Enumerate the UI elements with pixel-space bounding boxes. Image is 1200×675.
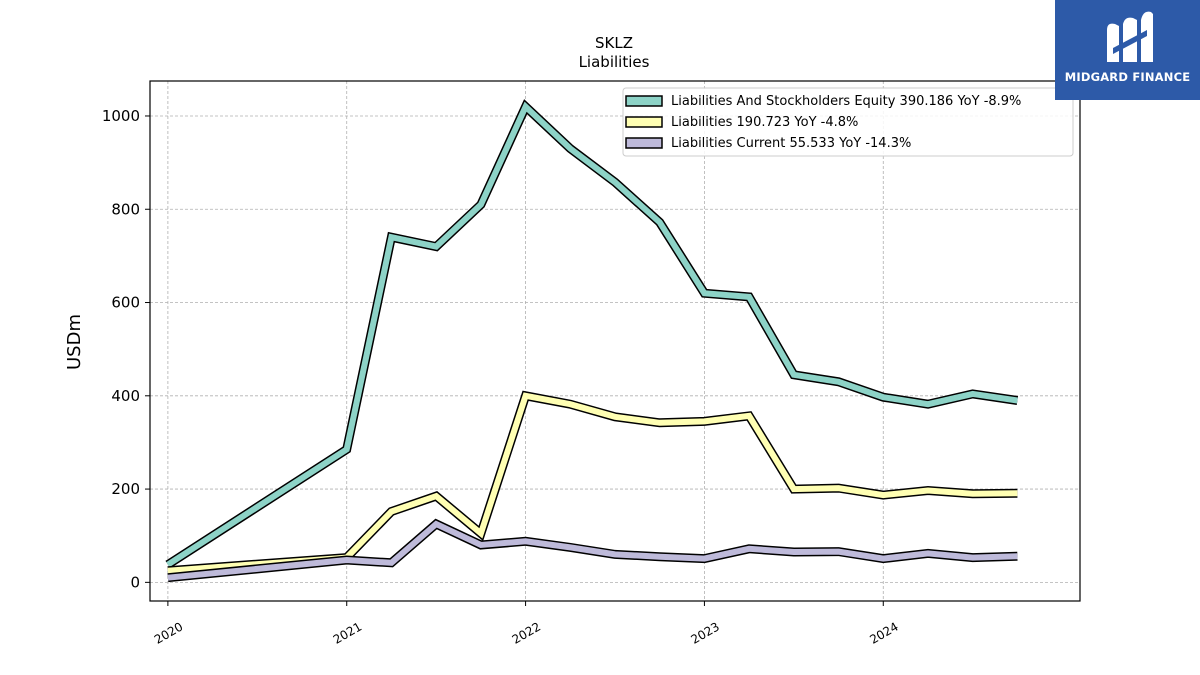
legend-label-2: Liabilities Current 55.533 YoY -14.3% bbox=[671, 136, 911, 151]
series-2-stroke bbox=[167, 520, 1018, 581]
legend-label-1: Liabilities 190.723 YoY -4.8% bbox=[671, 115, 858, 130]
x-tick-label: 2020 bbox=[152, 619, 185, 646]
chart-subtitle: Liabilities bbox=[579, 53, 650, 71]
y-axis-ticks: 0 200 400 600 800 1000 bbox=[102, 107, 150, 591]
y-tick-label: 0 bbox=[130, 573, 140, 591]
series-0-line bbox=[165, 99, 1019, 569]
chart-title: SKLZ bbox=[595, 34, 633, 52]
y-tick-label: 1000 bbox=[102, 107, 140, 125]
series-1-stroke bbox=[167, 392, 1018, 574]
x-tick-label: 2024 bbox=[867, 619, 900, 646]
series-2-line bbox=[167, 518, 1018, 583]
y-tick-label: 600 bbox=[111, 294, 140, 312]
series-lines bbox=[165, 99, 1019, 583]
legend-swatch-2 bbox=[625, 137, 663, 149]
legend: Liabilities And Stockholders Equity 390.… bbox=[622, 87, 1074, 157]
y-tick-label: 200 bbox=[111, 480, 140, 498]
x-tick-label: 2021 bbox=[331, 619, 364, 646]
x-tick-label: 2023 bbox=[688, 619, 721, 646]
midgard-finance-logo: MIDGARD FINANCE bbox=[1055, 0, 1200, 100]
legend-label-0: Liabilities And Stockholders Equity 390.… bbox=[671, 94, 1021, 109]
x-tick-label: 2022 bbox=[510, 619, 543, 646]
logo-text: MIDGARD FINANCE bbox=[1064, 70, 1191, 84]
legend-swatch-0 bbox=[625, 95, 663, 107]
y-tick-label: 800 bbox=[111, 200, 140, 218]
series-0-stroke bbox=[166, 101, 1018, 568]
legend-box bbox=[622, 87, 1074, 157]
y-axis-label: USDm bbox=[64, 314, 85, 370]
logo-mark-icon bbox=[1107, 11, 1153, 63]
plot-frame bbox=[149, 80, 1081, 602]
grid bbox=[150, 81, 1080, 601]
y-tick-label: 400 bbox=[111, 387, 140, 405]
legend-swatch-1 bbox=[625, 116, 663, 128]
series-1-line bbox=[167, 390, 1018, 576]
x-axis-ticks: 2020 2021 2022 2023 2024 bbox=[152, 601, 901, 647]
